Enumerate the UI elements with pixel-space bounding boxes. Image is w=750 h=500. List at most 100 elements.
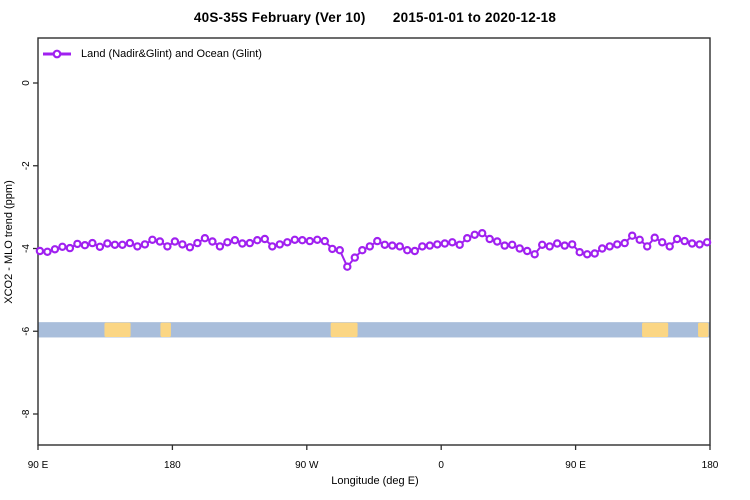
legend-label: Land (Nadir&Glint) and Ocean (Glint) <box>81 48 262 60</box>
data-point <box>320 236 329 246</box>
data-point <box>200 233 210 243</box>
y-tick-label: -6 <box>21 326 32 335</box>
data-point <box>650 233 659 242</box>
y-axis-title: XCO2 - MLO trend (ppm) <box>3 180 15 304</box>
data-point <box>73 239 82 249</box>
data-point <box>43 247 52 256</box>
data-point <box>583 250 592 259</box>
data-point <box>598 244 607 253</box>
y-tick-label: -2 <box>21 161 32 170</box>
data-point <box>575 247 584 257</box>
data-point <box>298 235 307 245</box>
data-point <box>672 234 682 244</box>
data-point <box>568 240 577 249</box>
legend-marker-icon <box>43 49 71 59</box>
data-point <box>223 238 232 247</box>
data-point <box>148 235 157 244</box>
data-point <box>500 241 509 250</box>
x-tick-label: 180 <box>702 460 719 471</box>
data-point <box>245 238 254 248</box>
data-point <box>433 240 442 249</box>
map-strip-land <box>330 322 358 337</box>
data-point <box>305 236 314 246</box>
data-point <box>373 236 382 246</box>
data-point <box>328 244 337 254</box>
data-point <box>530 250 539 259</box>
data-point <box>523 246 532 256</box>
data-point <box>538 240 547 249</box>
data-point <box>193 238 202 248</box>
data-line <box>38 232 709 268</box>
y-tick-label: 0 <box>21 80 32 86</box>
data-point <box>350 253 359 262</box>
data-point <box>605 242 614 251</box>
map-strip-ocean <box>38 322 710 338</box>
data-point <box>515 244 524 253</box>
data-point <box>403 245 412 255</box>
data-point <box>560 241 569 250</box>
data-point <box>140 240 150 249</box>
data-point <box>170 237 180 246</box>
data-point <box>365 242 374 251</box>
data-point <box>410 246 419 256</box>
data-point <box>103 239 112 248</box>
data-point <box>545 242 554 251</box>
data-point <box>702 238 712 247</box>
data-point <box>343 262 352 271</box>
data-point <box>425 241 434 250</box>
data-point <box>620 238 629 248</box>
data-point <box>125 238 135 248</box>
data-point <box>133 242 142 251</box>
data-point <box>680 236 689 246</box>
data-point <box>455 240 464 249</box>
data-point <box>50 245 60 254</box>
data-point <box>418 242 427 251</box>
y-tick-label: -4 <box>21 244 32 253</box>
data-point <box>163 242 172 251</box>
data-point <box>260 234 269 244</box>
data-point <box>695 240 704 249</box>
x-tick-label: 90 E <box>28 460 49 471</box>
data-point <box>283 238 292 247</box>
data-point <box>110 240 120 249</box>
data-point <box>58 242 67 251</box>
data-point <box>485 234 494 244</box>
data-point <box>253 235 262 245</box>
data-point <box>395 242 404 251</box>
x-tick-label: 180 <box>164 460 181 471</box>
x-axis-title: Longitude (deg E) <box>331 475 419 487</box>
data-point <box>478 228 487 238</box>
data-point <box>95 242 105 251</box>
data-point <box>358 245 367 255</box>
data-point <box>493 237 502 246</box>
x-tick-label: 90 W <box>295 460 319 471</box>
data-point <box>65 243 75 253</box>
data-point <box>590 249 599 258</box>
map-strip-land <box>160 322 171 337</box>
data-point <box>80 240 90 250</box>
data-point <box>88 238 97 248</box>
data-point <box>178 240 187 249</box>
data-point <box>463 233 472 243</box>
x-tick-label: 90 E <box>565 460 586 471</box>
data-point <box>380 240 389 249</box>
data-point <box>470 230 479 239</box>
data-point <box>155 237 165 246</box>
data-point <box>388 241 397 250</box>
legend: Land (Nadir&Glint) and Ocean (Glint) <box>42 46 262 62</box>
data-point <box>35 246 45 256</box>
data-point <box>448 238 457 247</box>
data-point <box>290 235 299 244</box>
data-point <box>208 237 217 246</box>
data-point <box>635 235 644 244</box>
data-point <box>658 238 667 247</box>
data-point <box>628 231 637 240</box>
data-point <box>313 235 322 244</box>
data-point <box>215 242 225 251</box>
data-point <box>230 235 240 245</box>
map-strip-land <box>104 322 131 337</box>
chart-title: 40S-35S February (Ver 10) 2015-01-01 to … <box>193 10 557 25</box>
data-point <box>268 242 277 251</box>
